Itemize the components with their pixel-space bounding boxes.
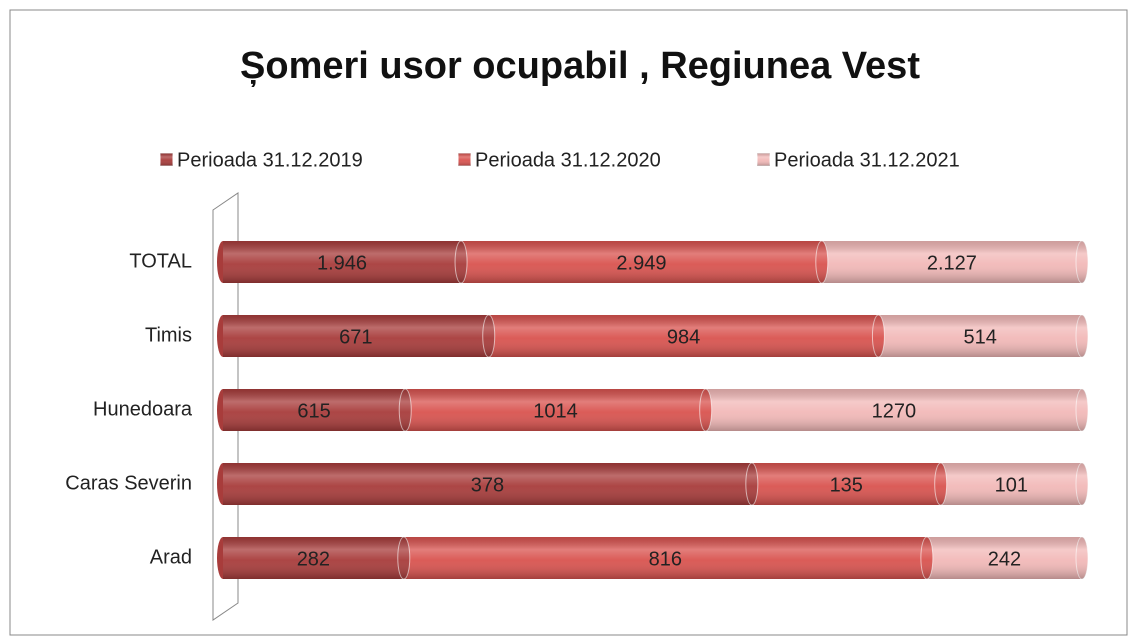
legend-swatch-shine: [757, 153, 770, 166]
bar-shine: [223, 537, 404, 579]
legend-swatch-shine: [160, 153, 173, 166]
data-label: 101: [995, 474, 1028, 496]
bar-end-shine: [745, 463, 758, 505]
data-label: 671: [339, 326, 372, 348]
bar-shine: [223, 389, 406, 431]
bar-shine: [821, 241, 1082, 283]
data-label: 816: [649, 548, 682, 570]
bar-shine: [705, 389, 1082, 431]
legend-swatch-shine: [458, 153, 471, 166]
bar-end-shine: [1076, 315, 1088, 357]
legend-label: Perioada 31.12.2021: [774, 149, 960, 171]
data-label: 514: [964, 326, 997, 348]
bar-end-shine: [399, 389, 412, 431]
bar-end-shine: [482, 315, 495, 357]
bar-shine: [488, 315, 879, 357]
data-label: 2.949: [616, 252, 666, 274]
data-label: 984: [667, 326, 700, 348]
data-label: 242: [988, 548, 1021, 570]
bar-shine: [223, 315, 489, 357]
data-label: 1014: [533, 400, 578, 422]
bar-shine: [223, 241, 462, 283]
data-label: 282: [297, 548, 330, 570]
data-label: 615: [297, 400, 330, 422]
bar-end-shine: [1076, 389, 1088, 431]
y-tick-label: Arad: [150, 546, 192, 568]
data-label: 135: [830, 474, 863, 496]
bar-shine: [751, 463, 941, 505]
bar-end-shine: [872, 315, 885, 357]
bar-shine: [223, 463, 752, 505]
data-label: 1.946: [317, 252, 367, 274]
bar-end-shine: [1076, 241, 1088, 283]
bar-end-shine: [934, 463, 947, 505]
bar-shine: [878, 315, 1082, 357]
y-tick-label: Caras Severin: [65, 472, 192, 494]
bar-end-shine: [699, 389, 712, 431]
bar-end-shine: [920, 537, 933, 579]
bar-shine: [940, 463, 1082, 505]
chart-title: Șomeri usor ocupabil , Regiunea Vest: [240, 45, 920, 87]
legend-label: Perioada 31.12.2019: [177, 149, 363, 171]
bar-shine: [403, 537, 927, 579]
bar-end-shine: [815, 241, 828, 283]
data-label: 1270: [872, 400, 917, 422]
data-label: 378: [471, 474, 504, 496]
y-tick-label: TOTAL: [129, 250, 192, 272]
y-tick-label: Hunedoara: [93, 398, 193, 420]
bar-shine: [405, 389, 706, 431]
bar-shine: [461, 241, 822, 283]
bar-end-shine: [397, 537, 410, 579]
data-label: 2.127: [927, 252, 977, 274]
bar-shine: [926, 537, 1082, 579]
bar-end-shine: [455, 241, 468, 283]
y-tick-label: Timis: [145, 324, 192, 346]
bar-end-shine: [1076, 463, 1088, 505]
bar-end-shine: [1076, 537, 1088, 579]
legend-label: Perioada 31.12.2020: [475, 149, 661, 171]
